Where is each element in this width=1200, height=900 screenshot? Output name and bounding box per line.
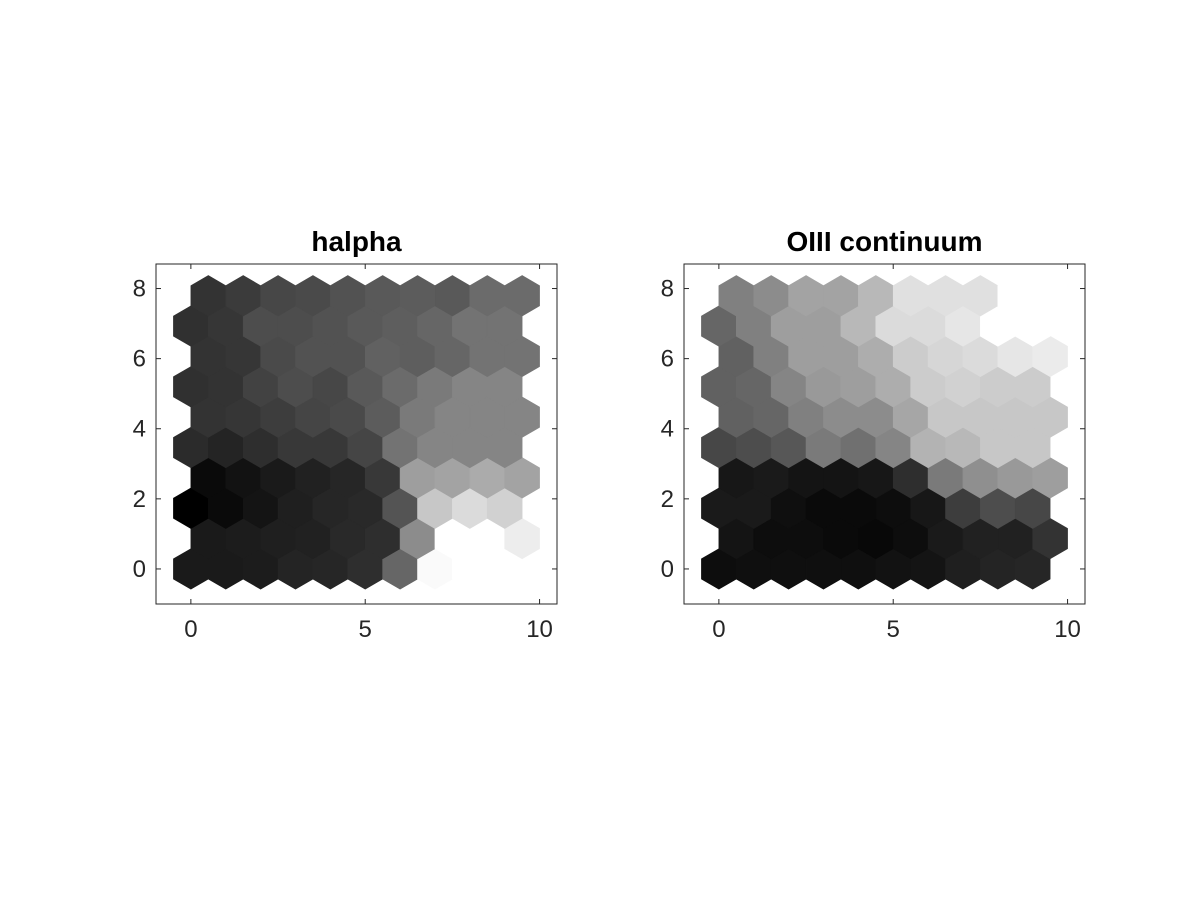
x-tick-label: 10 [1054,616,1081,643]
axes-box [683,263,1086,605]
chart-halpha: 0 5 10 0 2 4 6 8 halpha [133,226,558,643]
axis-ticks: 0 5 10 0 2 4 6 8 [661,264,1085,643]
x-tick-label: 0 [712,616,725,643]
y-tick-label: 2 [133,486,146,513]
y-tick-label: 6 [133,346,146,373]
x-tick-label: 10 [526,616,553,643]
hex-cells [173,275,540,590]
y-tick-label: 4 [133,416,146,443]
y-tick-label: 8 [661,276,674,303]
x-tick-label: 5 [887,616,900,643]
y-tick-label: 6 [661,346,674,373]
y-tick-label: 2 [661,486,674,513]
y-tick-label: 4 [661,416,674,443]
chart-title: OIII continuum [787,226,983,257]
hex-cells [701,275,1068,590]
x-tick-label: 0 [184,616,197,643]
y-tick-label: 0 [133,556,146,583]
x-tick-label: 5 [359,616,372,643]
y-tick-label: 0 [661,556,674,583]
axes-box [155,263,558,605]
chart-title: halpha [311,226,402,257]
y-tick-label: 8 [133,276,146,303]
hex-cell [1032,275,1068,317]
hex-cell [504,275,540,317]
chart-oiii-continuum: 0 5 10 0 2 4 6 8 OIII continuum [661,226,1086,643]
axis-ticks: 0 5 10 0 2 4 6 8 [133,264,557,643]
